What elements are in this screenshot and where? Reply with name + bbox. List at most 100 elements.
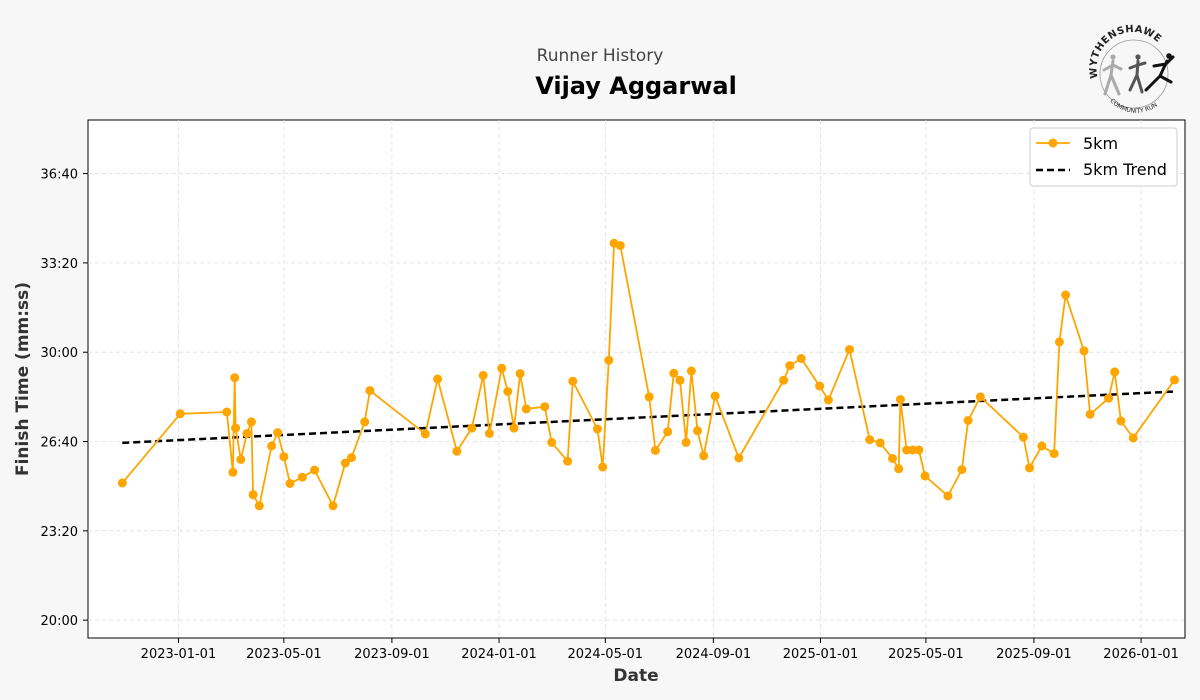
data-point	[484, 429, 494, 438]
y-tick-label: 23:20	[41, 525, 78, 540]
data-point	[686, 366, 696, 376]
data-point	[452, 446, 462, 456]
data-point	[779, 375, 789, 385]
data-point	[644, 392, 654, 402]
data-point	[248, 490, 258, 500]
data-point	[433, 374, 443, 384]
legend-5km-label: 5km	[1083, 134, 1118, 153]
data-point	[1054, 337, 1064, 347]
data-point	[1170, 375, 1179, 385]
data-point	[914, 445, 924, 455]
data-point	[1085, 409, 1095, 419]
data-point	[1116, 416, 1126, 426]
data-point	[340, 458, 350, 468]
plot-area	[87, 119, 1186, 639]
data-point	[693, 426, 702, 436]
data-point	[563, 456, 573, 466]
chart-subtitle: Runner History	[536, 46, 664, 66]
data-point	[246, 417, 256, 427]
data-point	[117, 478, 127, 488]
y-tick-label: 20:00	[41, 614, 78, 629]
data-point	[509, 423, 519, 433]
data-point	[521, 404, 531, 414]
data-point	[815, 381, 825, 391]
data-point	[675, 375, 685, 385]
y-axis-ticks: 20:00 23:20 26:40 30:00 33:20 36:40	[41, 168, 88, 629]
data-point	[273, 428, 283, 438]
data-point	[231, 423, 241, 433]
data-point	[604, 355, 614, 365]
data-point	[895, 395, 905, 404]
data-point	[615, 241, 625, 250]
data-point	[894, 464, 904, 474]
data-point	[1018, 432, 1028, 442]
x-tick-label: 2023-09-01	[354, 647, 430, 662]
data-point	[365, 386, 375, 396]
data-point	[975, 392, 985, 402]
data-point	[1110, 367, 1120, 377]
data-point	[1104, 393, 1114, 403]
data-point	[420, 429, 430, 439]
series-5km	[117, 238, 1179, 511]
data-point	[699, 451, 709, 461]
data-point	[796, 354, 806, 363]
data-point	[598, 462, 608, 472]
data-point	[310, 465, 320, 475]
data-point	[669, 368, 679, 378]
data-point	[734, 453, 744, 463]
data-point	[267, 441, 277, 451]
data-point	[285, 479, 295, 488]
data-point	[540, 402, 550, 412]
data-point	[297, 472, 307, 482]
data-point	[592, 424, 602, 434]
data-point	[279, 452, 289, 462]
data-point	[328, 501, 338, 511]
data-point	[785, 361, 795, 371]
data-point	[710, 391, 720, 401]
data-point	[568, 376, 578, 386]
y-axis-label: Finish Time (mm:ss)	[13, 282, 33, 476]
data-point	[663, 427, 673, 437]
data-point	[1128, 433, 1138, 443]
data-point	[957, 465, 967, 475]
data-point	[242, 429, 252, 438]
data-point	[888, 454, 897, 463]
data-point	[1049, 449, 1059, 459]
y-tick-label: 36:40	[41, 168, 78, 183]
data-point	[515, 369, 525, 379]
x-tick-label: 2025-01-01	[783, 647, 859, 662]
data-point	[175, 409, 185, 419]
data-point	[845, 345, 854, 354]
x-tick-label: 2023-05-01	[246, 647, 322, 662]
y-tick-label: 26:40	[41, 436, 78, 451]
data-point	[467, 423, 477, 433]
data-point	[503, 387, 513, 396]
data-point	[963, 416, 973, 425]
x-tick-label: 2023-01-01	[141, 647, 217, 662]
x-tick-label: 2025-05-01	[888, 647, 964, 662]
data-point	[347, 453, 356, 463]
y-tick-label: 30:00	[41, 346, 78, 361]
data-point	[681, 437, 691, 447]
data-point	[230, 373, 240, 383]
data-point	[908, 445, 918, 455]
data-point	[236, 454, 246, 464]
data-point	[823, 395, 833, 405]
data-point	[1061, 290, 1071, 300]
data-point	[254, 501, 264, 511]
data-point	[228, 467, 238, 477]
data-point	[875, 438, 885, 448]
data-point	[865, 435, 875, 445]
data-point	[1079, 346, 1089, 356]
data-point	[920, 471, 930, 481]
legend-trend-label: 5km Trend	[1083, 160, 1167, 179]
data-point	[650, 445, 660, 455]
x-tick-label: 2024-01-01	[461, 647, 537, 662]
data-point	[1037, 441, 1047, 451]
x-tick-label: 2026-01-01	[1103, 647, 1179, 662]
x-tick-label: 2025-09-01	[996, 647, 1072, 662]
club-logo: WYTHENSHAWE COMMUNITY RUN	[1088, 24, 1175, 115]
x-axis-ticks: 2023-01-01 2023-05-01 2023-09-01 2024-01-01…	[141, 638, 1179, 662]
y-tick-label: 33:20	[41, 257, 78, 272]
